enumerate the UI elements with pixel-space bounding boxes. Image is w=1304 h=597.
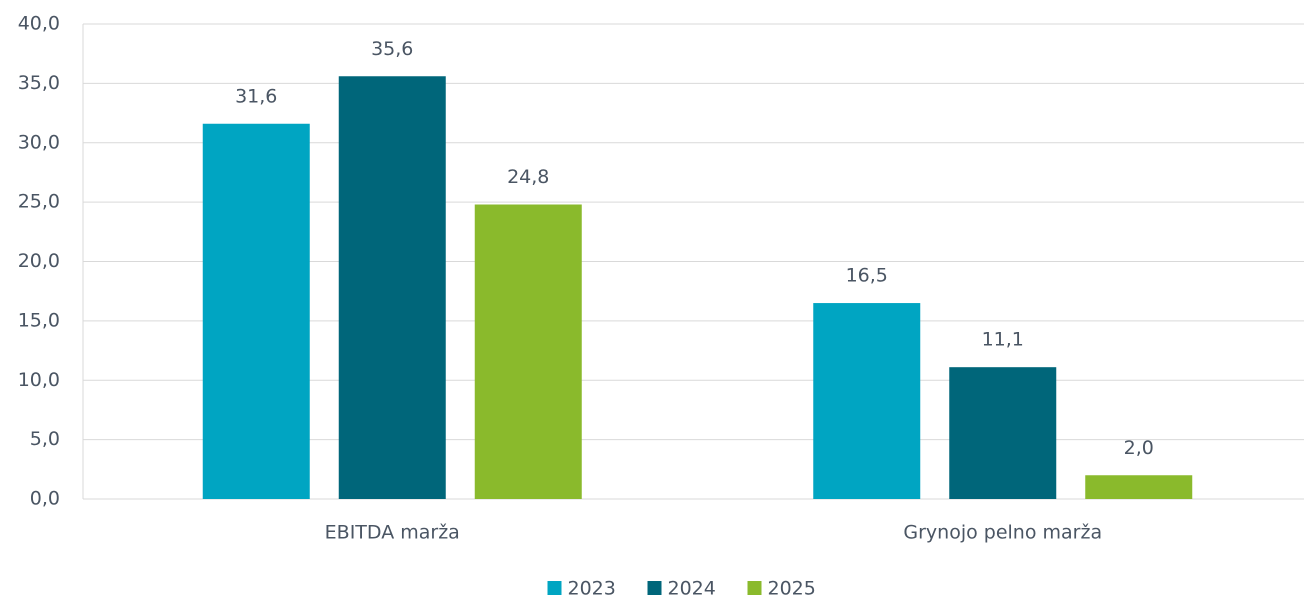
legend-swatch xyxy=(647,581,662,595)
value-label: 31,6 xyxy=(235,85,277,107)
bar xyxy=(949,367,1057,499)
value-label: 35,6 xyxy=(371,38,413,60)
legend-label: 2025 xyxy=(768,578,816,597)
value-label: 16,5 xyxy=(846,265,888,287)
y-tick-label: 15,0 xyxy=(18,309,60,331)
bar xyxy=(813,303,921,499)
legend-label: 2024 xyxy=(668,578,716,597)
x-tick-label: Grynojo pelno marža xyxy=(903,522,1102,544)
legend-swatch xyxy=(747,581,762,595)
y-tick-label: 35,0 xyxy=(18,72,60,94)
x-tick-label: EBITDA marža xyxy=(325,522,460,544)
bar xyxy=(338,76,446,499)
y-tick-label: 40,0 xyxy=(18,13,60,35)
value-label: 11,1 xyxy=(982,329,1024,351)
legend-label: 2023 xyxy=(568,578,616,597)
y-tick-label: 5,0 xyxy=(30,428,60,450)
y-tick-label: 30,0 xyxy=(18,131,60,153)
bar xyxy=(202,123,310,499)
bar xyxy=(474,204,582,499)
y-tick-label: 0,0 xyxy=(30,488,60,510)
y-tick-label: 25,0 xyxy=(18,191,60,213)
y-tick-label: 10,0 xyxy=(18,369,60,391)
value-label: 2,0 xyxy=(1124,437,1154,459)
value-label: 24,8 xyxy=(507,166,549,188)
y-tick-label: 20,0 xyxy=(18,250,60,272)
legend-swatch xyxy=(547,581,562,595)
bar xyxy=(1085,475,1193,499)
